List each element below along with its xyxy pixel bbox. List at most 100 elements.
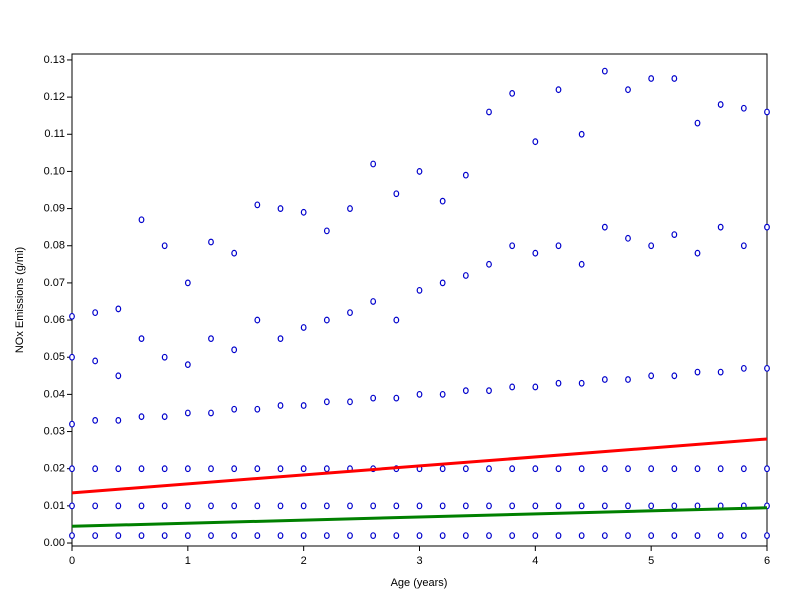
point [439,465,446,473]
point [555,379,562,387]
point [648,75,655,82]
point [184,532,191,539]
y-axis-label: NOx Emissions (g/mi) [14,247,26,353]
point [138,413,145,421]
point [486,532,492,539]
y-tick-label: 0.05 [44,351,65,363]
y-tick-label: 0.08 [44,240,65,252]
point [462,387,469,395]
point [555,502,562,510]
point [509,502,516,510]
point [300,532,307,539]
point [393,190,400,198]
y-tick-label: 0.07 [44,277,65,289]
y-tick-label: 0.13 [44,54,65,66]
point [439,279,446,287]
point [115,502,122,510]
point [648,532,655,539]
point [439,502,446,510]
point [532,532,539,539]
point [92,502,99,510]
point [92,357,99,365]
point [439,390,446,398]
point [462,272,469,279]
point [578,465,585,473]
point [764,223,770,231]
point [764,364,770,372]
point [694,119,701,127]
point [555,532,562,539]
point [416,532,423,539]
point [601,465,608,473]
point [277,335,284,343]
point [277,402,284,409]
point [323,398,330,406]
point [740,104,747,112]
point [323,465,330,473]
x-tick-label: 2 [301,555,307,567]
point [92,416,99,424]
point [578,532,585,539]
point [578,260,585,268]
point [532,383,539,391]
point [254,201,261,209]
point [231,249,238,257]
point [370,394,377,402]
point [138,335,145,343]
y-tick-label: 0.09 [44,202,65,214]
point [462,171,469,179]
x-tick-label: 6 [764,555,770,567]
point [161,502,168,510]
point [277,532,284,539]
point [69,353,75,361]
point [231,532,238,539]
point [370,532,377,539]
point [231,346,238,354]
point [625,86,631,94]
point [208,465,214,473]
y-tick-label: 0.06 [44,314,65,326]
point [601,67,608,75]
point [671,75,678,82]
point [69,532,75,539]
point [740,532,747,539]
point [625,502,631,510]
point [254,465,261,473]
point [393,394,400,402]
point [625,532,631,539]
point [277,205,284,212]
point [671,532,678,539]
point [625,465,631,473]
point [532,502,539,510]
x-tick-label: 0 [69,555,75,567]
point [254,405,261,413]
point [370,160,377,168]
point [462,532,469,539]
point [578,379,585,387]
point [208,409,214,417]
point [416,502,423,510]
point [717,223,724,231]
point [532,138,539,146]
point [161,465,168,473]
point [671,502,678,510]
point [323,227,330,235]
point [347,532,353,539]
point [578,130,585,138]
trend-line [71,437,768,495]
point [92,465,99,473]
point [601,532,608,539]
point [462,502,469,510]
point [555,86,562,94]
point [671,465,678,473]
point [347,309,353,317]
y-tick-label: 0.02 [44,463,65,475]
point [69,420,75,428]
point [208,335,214,343]
point [601,376,608,383]
point [648,242,655,250]
point [115,532,122,539]
point [184,409,191,417]
point [184,502,191,510]
plot-frame [71,53,768,547]
